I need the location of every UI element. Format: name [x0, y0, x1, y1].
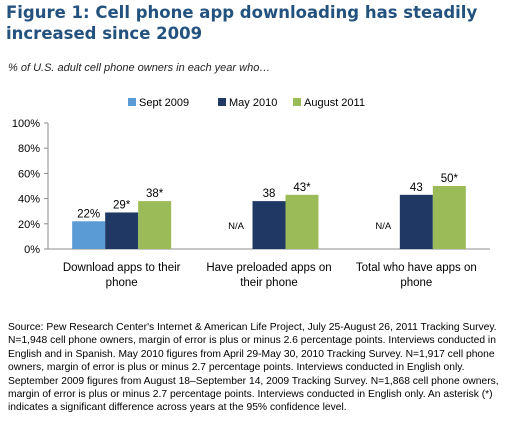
data-label: 29*: [113, 199, 131, 211]
data-label: 22%: [77, 208, 100, 220]
legend-label: August 2011: [304, 97, 365, 109]
page-title: Figure 1: Cell phone app downloading has…: [6, 3, 478, 43]
category-label: their phone: [240, 277, 298, 289]
legend-swatch: [218, 98, 226, 106]
bar: [285, 194, 319, 249]
data-label: 43: [410, 182, 423, 194]
data-label: 43*: [293, 182, 311, 194]
na-label: N/A: [375, 221, 392, 232]
y-tick-label: 40%: [18, 194, 40, 206]
category-label: Download apps to their: [63, 262, 181, 274]
x-axis-categories: Download apps to their phone Have preloade…: [63, 262, 477, 289]
source-note: Source: Pew Research Center's Internet &…: [8, 322, 499, 414]
category-label: Have preloaded apps on: [206, 262, 331, 274]
y-tick-label: 100%: [12, 118, 40, 130]
bar: [252, 201, 286, 249]
data-label: 38*: [146, 188, 164, 200]
y-tick-label: 20%: [18, 219, 40, 231]
bar: [138, 201, 172, 249]
legend-label: Sept 2009: [139, 97, 189, 109]
bar: [105, 212, 139, 249]
na-label: N/A: [228, 221, 245, 232]
data-label: 38: [263, 188, 276, 200]
chart-subtitle: % of U.S. adult cell phone owners in eac…: [8, 62, 271, 74]
y-tick-label: 80%: [18, 143, 40, 155]
chart-legend: Sept 2009 May 2010 August 2011: [128, 97, 365, 109]
bar: [399, 194, 433, 249]
category-label: Total who have apps on: [356, 262, 477, 274]
legend-swatch: [128, 98, 136, 106]
legend-swatch: [293, 98, 301, 106]
data-label: 50*: [441, 173, 459, 185]
bar: [72, 221, 106, 249]
category-label: phone: [400, 277, 432, 289]
bar: [432, 186, 466, 249]
legend-label: May 2010: [229, 97, 277, 109]
y-tick-label: 60%: [18, 168, 40, 180]
bars: 22% 29* 38* N/A 38 43* N/A 43 50*: [72, 173, 466, 249]
bar-chart: Sept 2009 May 2010 August 2011 0% 20% 40% 60%…: [12, 97, 490, 289]
category-label: phone: [106, 277, 138, 289]
y-tick-label: 0%: [24, 244, 40, 256]
